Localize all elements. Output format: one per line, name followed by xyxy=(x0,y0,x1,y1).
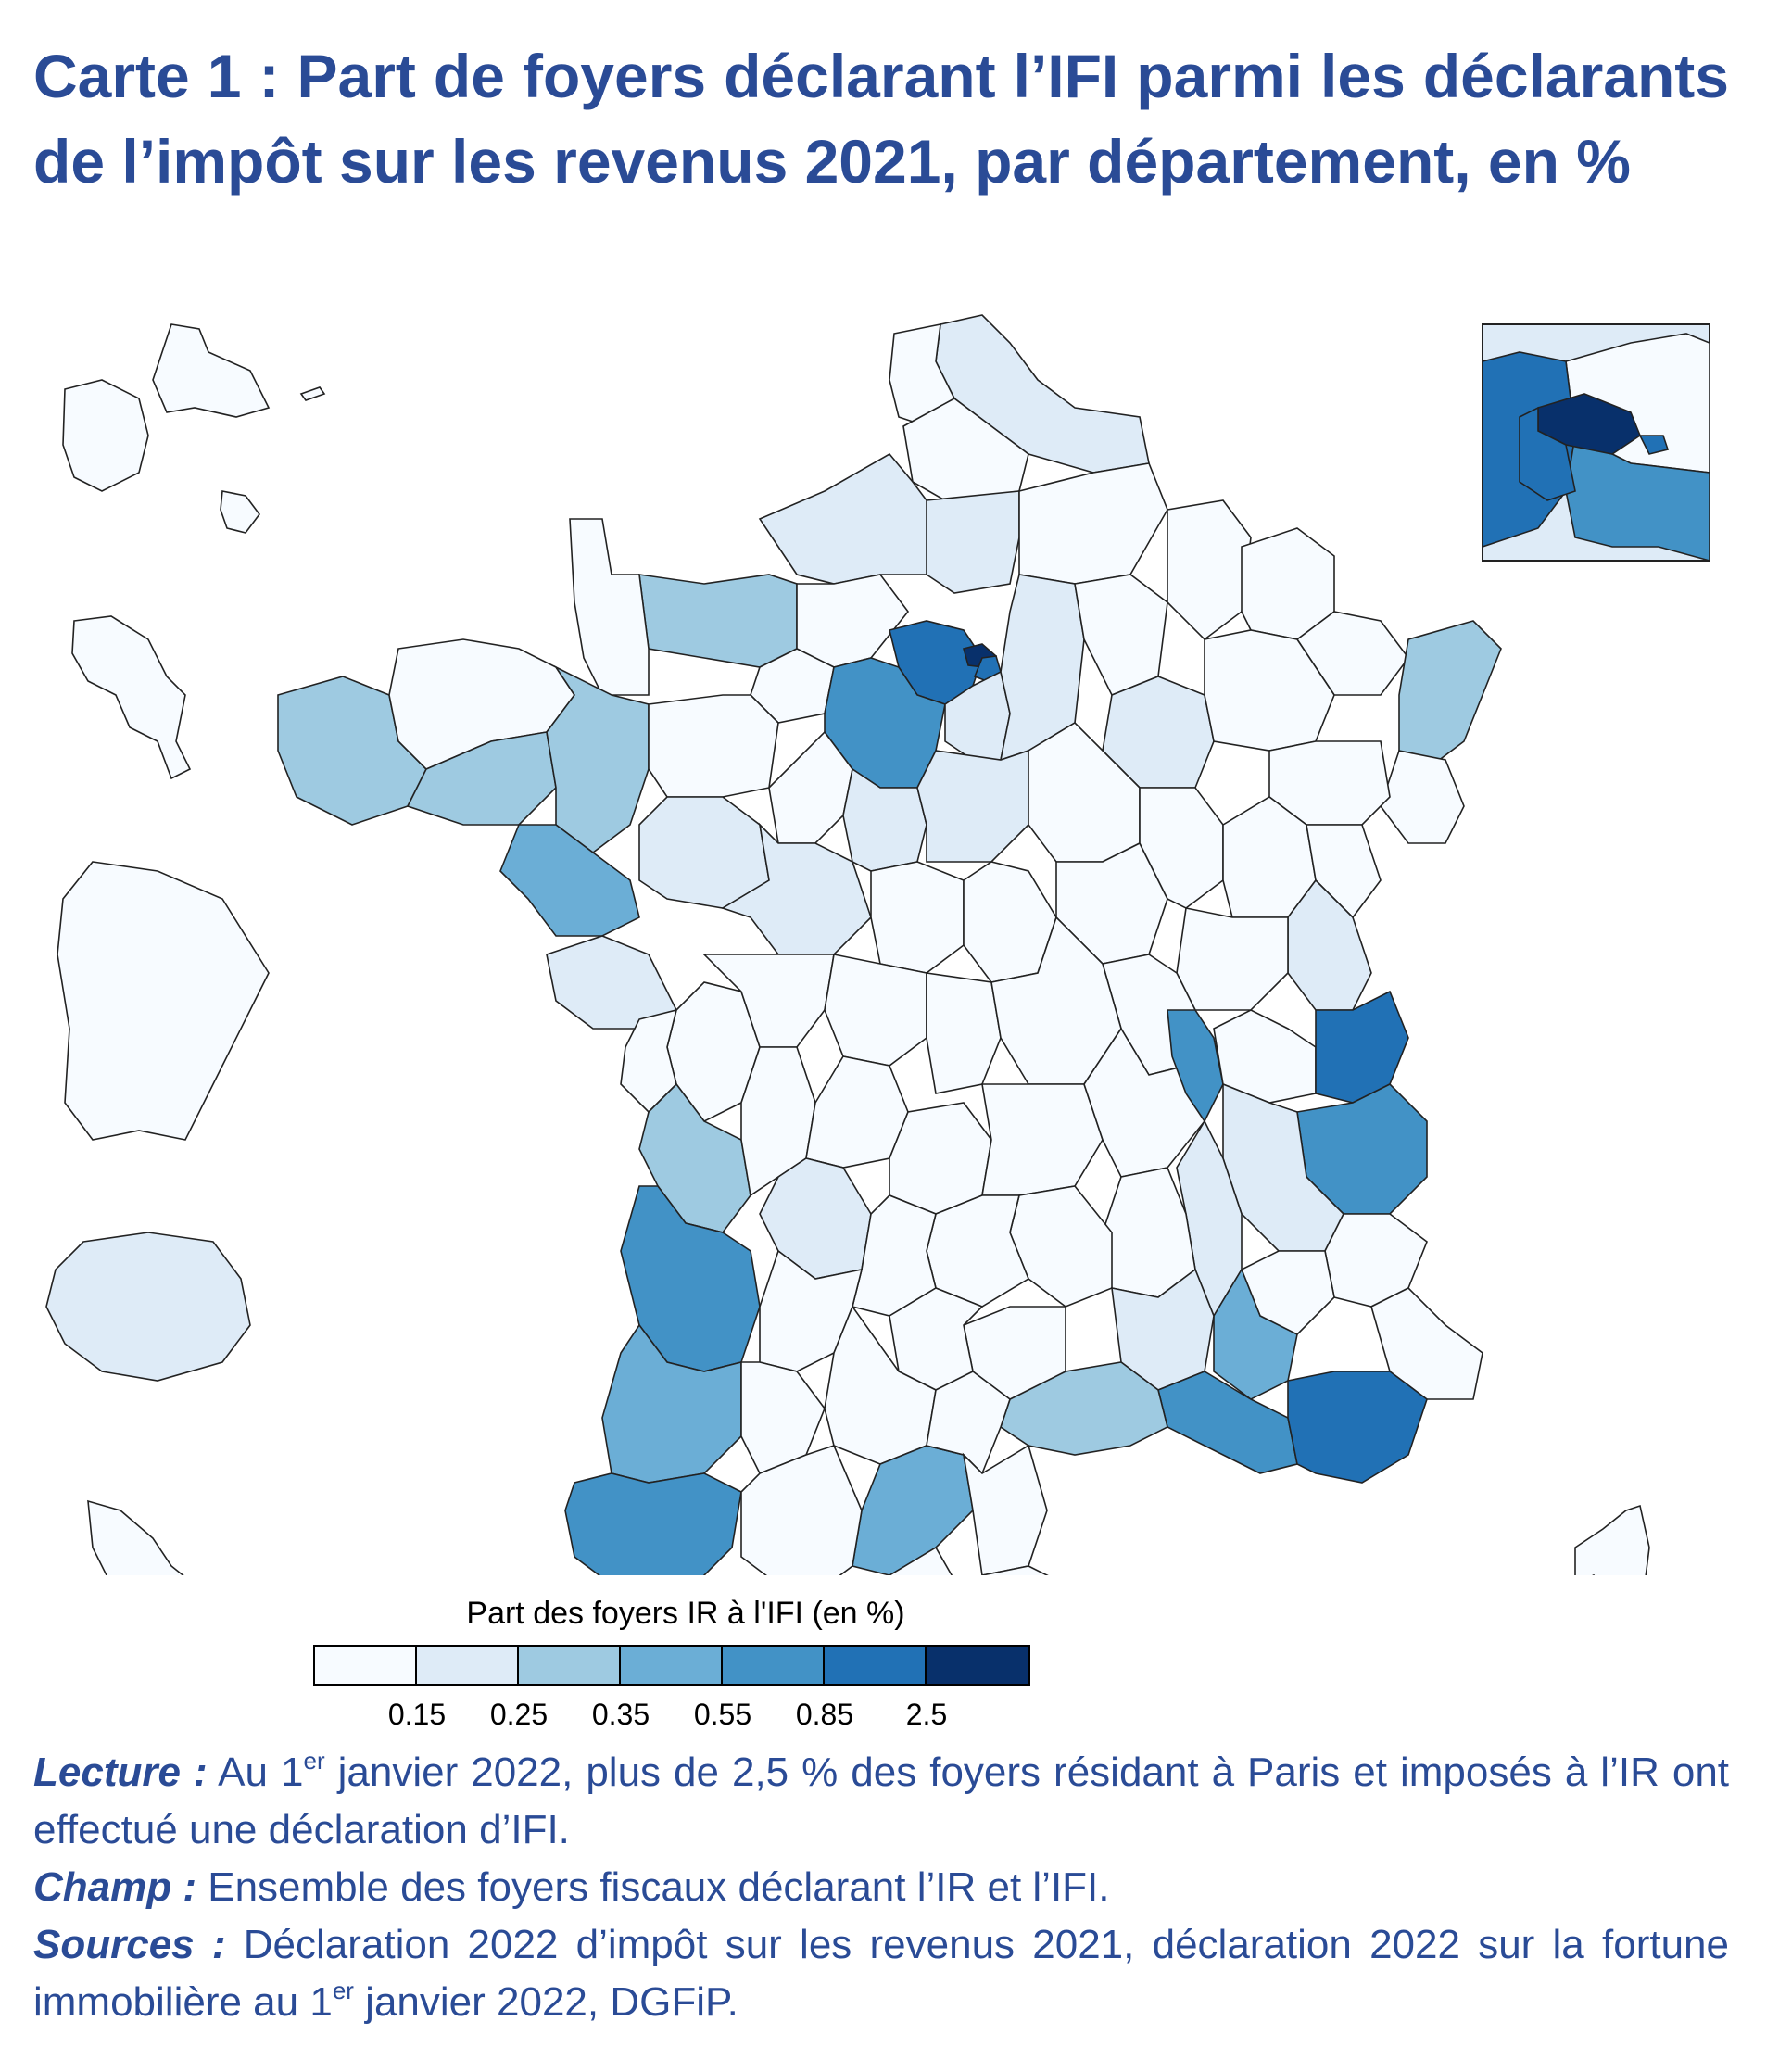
sources-sup: er xyxy=(332,1977,354,2004)
legend-swatch-3 xyxy=(621,1647,723,1684)
lecture-text-2: janvier 2022, plus de 2,5 % des foyers r… xyxy=(33,1750,1730,1852)
legend-swatch-0 xyxy=(315,1647,417,1684)
paris-inset xyxy=(1482,323,1710,562)
legend-swatch-4 xyxy=(723,1647,825,1684)
sources-text-2: janvier 2022, DGFiP. xyxy=(353,1979,738,2025)
notes: Lecture : Au 1er janvier 2022, plus de 2… xyxy=(33,1744,1729,2031)
page-title: Carte 1 : Part de foyers déclarant l’IFI… xyxy=(33,42,1729,196)
legend-swatch-1 xyxy=(417,1647,519,1684)
choropleth-map xyxy=(45,314,1710,1575)
sources-text-1: Déclaration 2022 d’impôt sur les revenus… xyxy=(33,1922,1729,2025)
lecture-text-1: Au 1 xyxy=(207,1750,304,1795)
legend-swatch-6 xyxy=(927,1647,1028,1684)
reunion-inset xyxy=(45,1232,251,1382)
legend-bar xyxy=(313,1645,1030,1686)
champ-text: Ensemble des foyers fiscaux déclarant l’… xyxy=(196,1864,1110,1910)
legend-tick-3: 0.55 xyxy=(693,1698,752,1731)
legend-tick-0: 0.15 xyxy=(387,1698,447,1731)
corse-inset xyxy=(1574,1504,1650,1575)
lecture-note: Lecture : Au 1er janvier 2022, plus de 2… xyxy=(33,1744,1729,1859)
legend-swatch-5 xyxy=(825,1647,927,1684)
guadeloupe-inset xyxy=(62,323,326,534)
legend-swatch-2 xyxy=(519,1647,621,1684)
champ-label: Champ : xyxy=(33,1864,196,1910)
legend-tick-4: 0.85 xyxy=(795,1698,854,1731)
mayotte-inset xyxy=(87,1499,184,1575)
champ-note: Champ : Ensemble des foyers fiscaux décl… xyxy=(33,1859,1729,1916)
martinique-inset xyxy=(71,615,192,780)
legend-ticks: 0.15 0.25 0.35 0.55 0.85 2.5 xyxy=(0,1698,1779,1735)
legend-tick-5: 2.5 xyxy=(905,1698,948,1731)
sources-note: Sources : Déclaration 2022 d’impôt sur l… xyxy=(33,1916,1729,2031)
legend-title: Part des foyers IR à l'IFI (en %) xyxy=(466,1596,905,1631)
sources-label: Sources : xyxy=(33,1922,226,1967)
metropolitan-france xyxy=(277,314,1502,1575)
legend-tick-1: 0.25 xyxy=(489,1698,549,1731)
lecture-label: Lecture : xyxy=(33,1750,208,1795)
legend-tick-2: 0.35 xyxy=(591,1698,650,1731)
guyane-inset xyxy=(57,861,270,1141)
lecture-sup: er xyxy=(303,1747,325,1775)
